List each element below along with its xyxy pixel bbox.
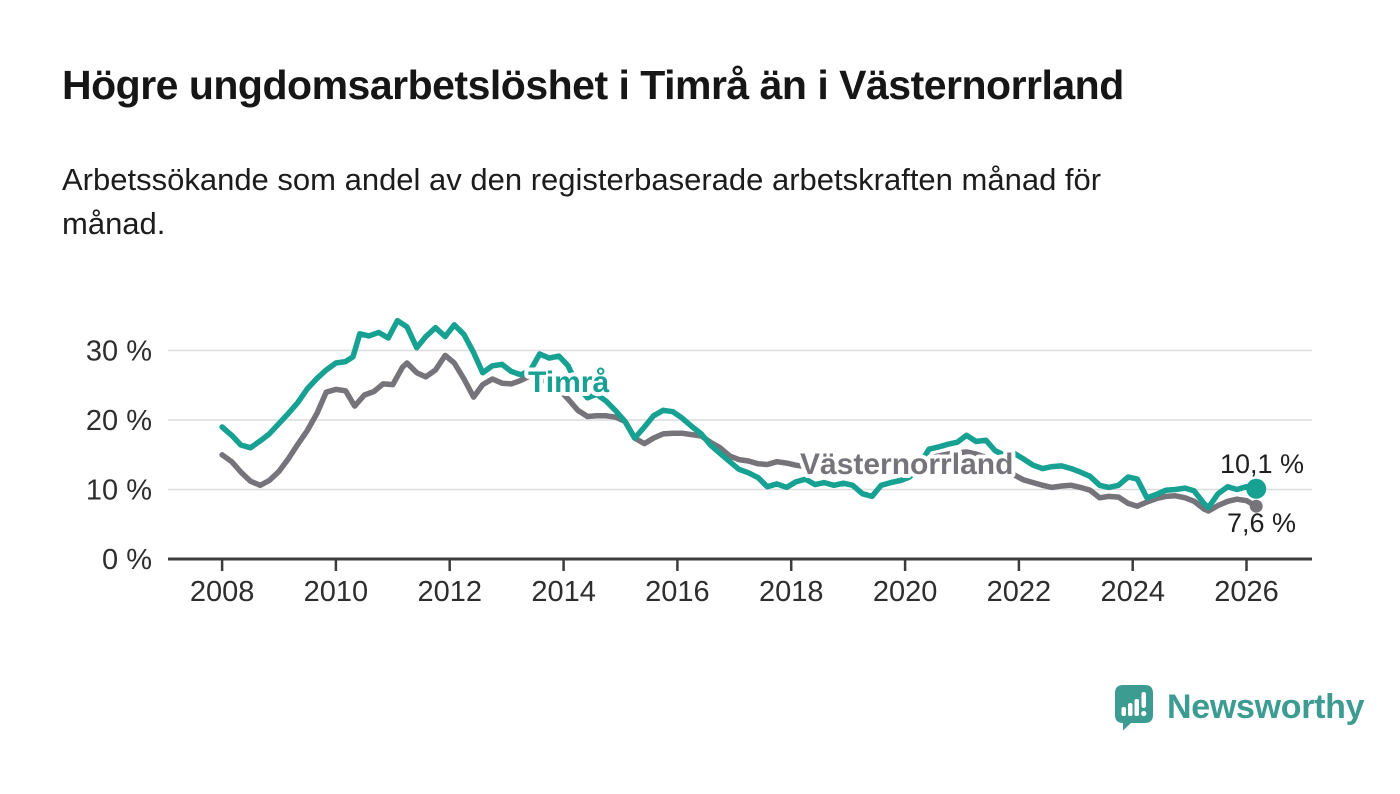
x-tick-label: 2010 [304, 576, 369, 608]
end-value-label-timra: 10,1 % [1220, 449, 1304, 479]
newsworthy-logo: Newsworthy [1114, 684, 1365, 731]
bar-chart-speech-bubble-icon [1115, 685, 1153, 731]
x-tick-label: 2012 [417, 576, 482, 608]
y-tick-label: 20 % [86, 405, 152, 437]
y-tick-label: 0 % [102, 544, 152, 576]
x-tick-label: 2024 [1100, 576, 1165, 608]
y-axis-labels: 0 % 10 % 20 % 30 % [86, 336, 152, 577]
x-tick-label: 2026 [1214, 576, 1279, 608]
x-tick-label: 2022 [987, 576, 1052, 608]
series-end-dot-vasternorrland [1249, 499, 1263, 513]
x-tick-label: 2014 [531, 576, 596, 608]
page-title: Högre ungdomsarbetslöshet i Timrå än i V… [62, 62, 1124, 108]
x-tick-label: 2018 [759, 576, 824, 608]
end-value-label-vasternorrland: 7,6 % [1227, 508, 1296, 538]
series-line-timra [219, 317, 1259, 511]
series-line-vasternorrland [219, 352, 1259, 514]
x-tick-label: 2020 [873, 576, 938, 608]
series-label-vasternorrland: Västernorrland [800, 448, 1013, 481]
page-subtitle: Arbetssökande som andel av den registerb… [62, 162, 1102, 242]
y-tick-label: 30 % [86, 336, 152, 368]
series-label-timra: Timrå [528, 366, 609, 399]
gridlines [168, 349, 1312, 491]
x-tick-label: 2008 [190, 576, 255, 608]
x-axis-ticks [220, 559, 1248, 571]
x-tick-label: 2016 [645, 576, 710, 608]
series-end-dot-timra [1246, 478, 1267, 499]
newsworthy-logo-icon [1114, 684, 1154, 731]
x-axis-labels: 2008 2010 2012 2014 2016 2018 2020 2022 2024 2026 [190, 576, 1279, 608]
newsworthy-logo-text: Newsworthy [1167, 688, 1365, 726]
y-tick-label: 10 % [86, 475, 152, 507]
